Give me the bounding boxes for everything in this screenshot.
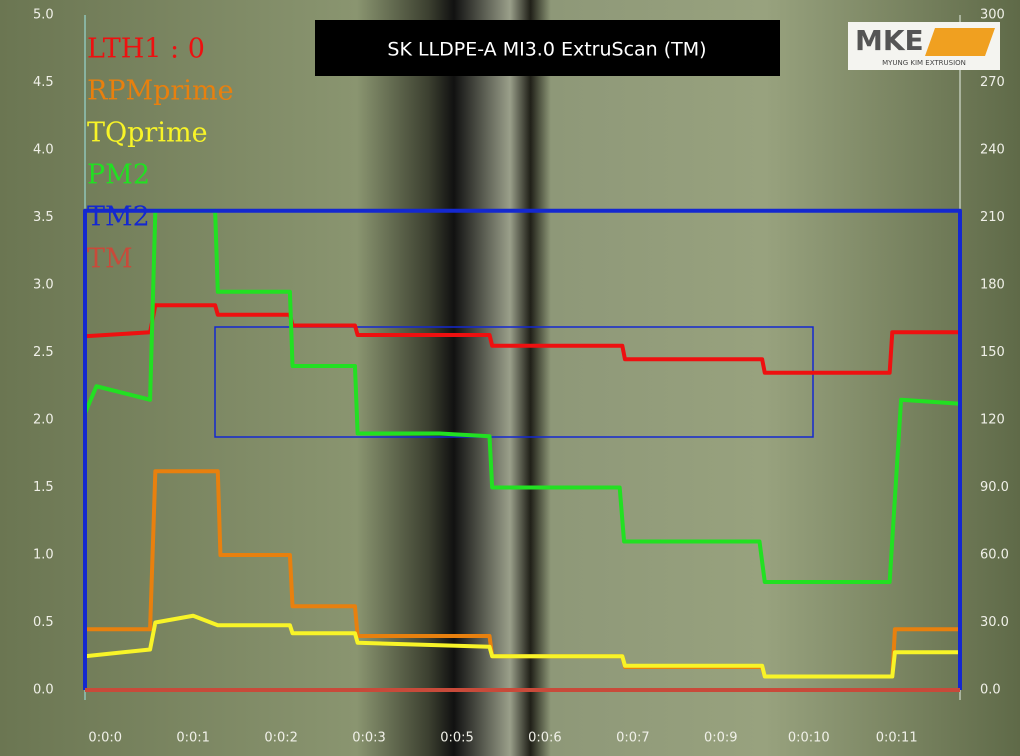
y2-tick-label: 30.0 [980, 615, 1009, 630]
x-tick-label: 0:0:9 [704, 731, 738, 746]
y2-tick-label: 120 [980, 413, 1005, 428]
y2-tick-label: 90.0 [980, 480, 1009, 495]
legend-entry: TM [87, 244, 133, 275]
series-line [84, 303, 960, 375]
x-tick-label: 0:0:3 [352, 731, 386, 746]
x-tick-label: 0:0:2 [264, 731, 298, 746]
y-tick-label: 1.0 [33, 548, 54, 563]
x-tick-label: 0:0:0 [88, 731, 122, 746]
x-tick-label: 0:0:5 [440, 731, 474, 746]
y-tick-label: 1.5 [33, 480, 54, 495]
y-tick-label: 2.0 [33, 413, 54, 428]
title-box [315, 20, 780, 76]
series-line [83, 208, 962, 690]
x-tick-label: 0:0:7 [616, 731, 650, 746]
legend-entry: PM2 [87, 160, 150, 191]
y2-tick-label: 300 [980, 8, 1005, 23]
y-tick-label: 3.0 [33, 278, 54, 293]
y2-tick-label: 240 [980, 143, 1005, 158]
y2-tick-label: 0.0 [980, 683, 1001, 698]
chart-title: SK LLDPE-A MI3.0 ExtruScan (TM) [387, 39, 706, 61]
y2-tick-label: 60.0 [980, 548, 1009, 563]
logo-subtitle: MYUNG KIM EXTRUSION [882, 59, 966, 67]
y-tick-label: 0.0 [33, 683, 54, 698]
y-tick-label: 5.0 [33, 8, 54, 23]
legend-entry: TQprime [87, 118, 208, 149]
y2-tick-label: 150 [980, 345, 1005, 360]
y2-tick-label: 180 [980, 278, 1005, 293]
y-tick-label: 3.5 [33, 210, 54, 225]
y2-tick-label: 210 [980, 210, 1005, 225]
x-tick-label: 0:0:10 [788, 731, 830, 746]
x-tick-label: 0:0:1 [176, 731, 210, 746]
legend-entry: LTH1 : 0 [87, 34, 205, 65]
logo-shape [925, 28, 995, 56]
y-tick-label: 0.5 [33, 615, 54, 630]
scan-window [214, 326, 814, 438]
y-tick-label: 4.0 [33, 143, 54, 158]
series-line [84, 613, 960, 679]
logo-mark: MKE [855, 24, 924, 57]
legend-entry: TM2 [87, 202, 150, 233]
legend-entry: RPMprime [87, 76, 234, 107]
y-tick-label: 4.5 [33, 75, 54, 90]
x-tick-label: 0:0:6 [528, 731, 562, 746]
y-tick-label: 2.5 [33, 345, 54, 360]
y2-tick-label: 270 [980, 75, 1005, 90]
x-tick-label: 0:0:11 [876, 731, 918, 746]
